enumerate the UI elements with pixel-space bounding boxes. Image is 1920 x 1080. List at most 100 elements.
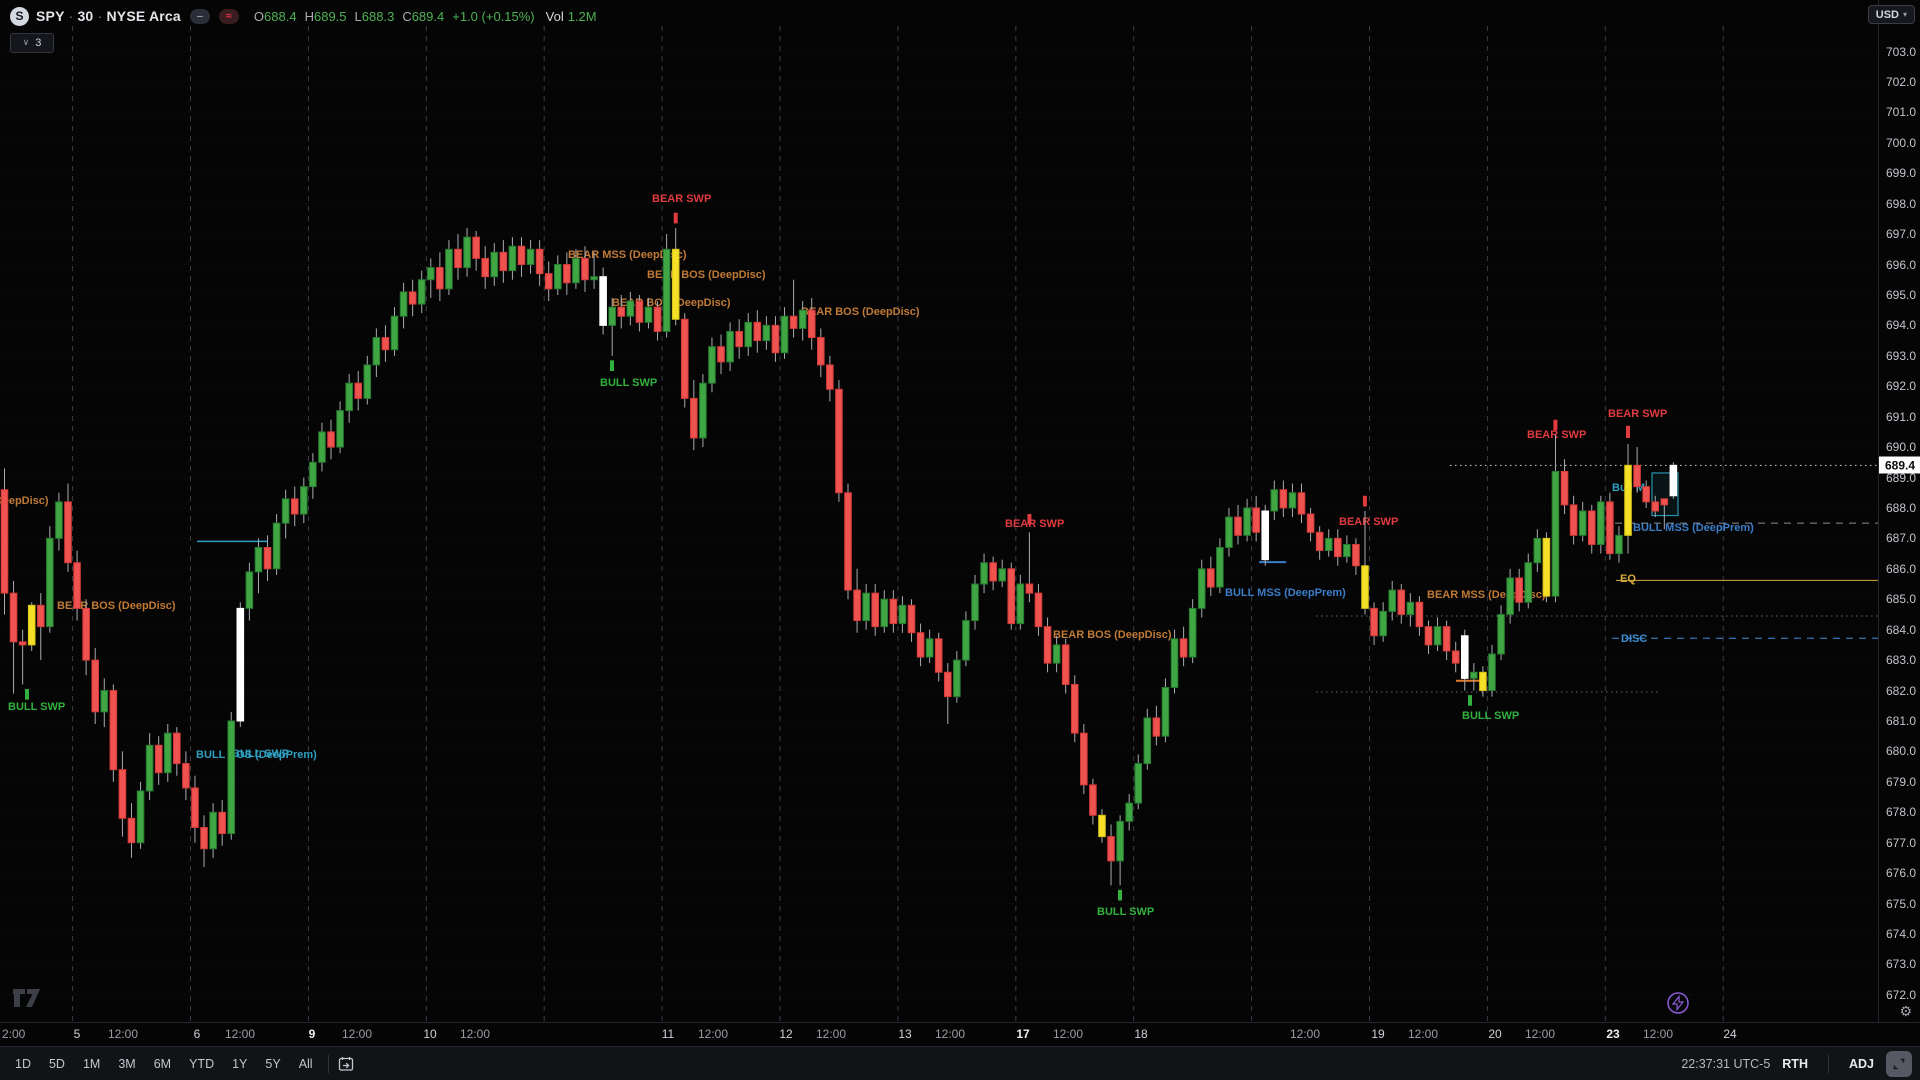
indicator-labels: BEAR MSS (DeepDisc) BEAR BOS (DeepDisc) BU…: [0, 193, 1754, 918]
go-to-date-button[interactable]: [337, 1055, 355, 1073]
currency-button[interactable]: USD ▾: [1867, 5, 1915, 24]
gear-icon[interactable]: ⚙: [1899, 1004, 1912, 1020]
svg-text:BULL SWP: BULL SWP: [1462, 710, 1519, 722]
chart-canvas[interactable]: BEAR MSS (DeepDisc) BEAR BOS (DeepDisc) BU…: [0, 0, 1878, 1022]
time-axis-label: 12:00: [459, 1027, 491, 1041]
range-button-5y[interactable]: 5Y: [265, 1056, 281, 1071]
price-axis-label: 700.0: [1886, 135, 1917, 150]
quick-action-button[interactable]: [1666, 991, 1690, 1020]
candles: [0, 227, 1678, 886]
time-axis-label: 12:00: [341, 1027, 373, 1041]
svg-text:BEAR SWP: BEAR SWP: [1339, 516, 1398, 528]
session-break-lines: [72, 26, 1724, 1022]
range-button-3m[interactable]: 3M: [118, 1056, 136, 1071]
symbol-header: S SPY · 30 · NYSE Arca – ≈ O688.4 H689.5…: [10, 5, 597, 27]
divider: [1827, 1054, 1829, 1073]
price-axis[interactable]: 689.4 ⚙ 703.0 702.0 701.0 700.0 699.0 698.0 69…: [1878, 0, 1920, 1022]
date-range-switcher: 1D 5D 1M 3M 6M YTD 1Y 5Y All: [0, 1053, 320, 1075]
time-axis-label: 13: [898, 1027, 912, 1041]
separator: ·: [97, 8, 103, 24]
time-axis-label: 5: [73, 1027, 81, 1041]
svg-text:EQ: EQ: [1620, 573, 1636, 585]
range-button-6m[interactable]: 6M: [153, 1056, 172, 1071]
volume-key: Vol: [545, 8, 564, 24]
time-axis-label: 12:00: [224, 1027, 256, 1041]
bottom-toolbar: 1D 5D 1M 3M 6M YTD 1Y 5Y All 22:37:31 UTC-5 RTH …: [0, 1046, 1920, 1080]
time-axis-label: 12:00: [1524, 1027, 1556, 1041]
time-axis-label: 23: [1606, 1027, 1620, 1041]
price-axis-label: 673.0: [1886, 957, 1917, 972]
high-key: H: [304, 8, 314, 24]
time-axis-label: 12:00: [1289, 1027, 1321, 1041]
toolbar-right-group: 22:37:31 UTC-5 RTH ADJ: [1681, 1050, 1920, 1077]
price-axis-label: 701.0: [1886, 105, 1917, 120]
svg-text:BULL SWP: BULL SWP: [8, 701, 65, 713]
time-axis-label: 12:00: [934, 1027, 966, 1041]
time-axis-label: 11: [661, 1027, 675, 1041]
range-button-ytd[interactable]: YTD: [189, 1056, 215, 1071]
svg-text:BEAR SWP: BEAR SWP: [1527, 429, 1586, 441]
session-toggle[interactable]: RTH: [1782, 1056, 1808, 1071]
time-axis-label: 12: [779, 1027, 793, 1041]
range-button-5d[interactable]: 5D: [48, 1056, 65, 1071]
close-value: 689.4: [411, 8, 445, 24]
change-value: +1.0 (+0.15%): [452, 8, 535, 24]
volume-readout: Vol 1.2M: [546, 9, 597, 24]
indicators-collapsed-button[interactable]: ∨ 3: [10, 33, 54, 53]
svg-text:BEAR SWP: BEAR SWP: [1608, 408, 1667, 420]
price-axis-label: 691.0: [1886, 409, 1917, 424]
volume-value: 1.2M: [567, 8, 597, 24]
svg-text:BULL SWP: BULL SWP: [1097, 906, 1154, 918]
price-axis-label: 681.0: [1886, 713, 1917, 728]
market-status-icon[interactable]: –: [189, 8, 210, 24]
high-value: 689.5: [313, 8, 347, 24]
svg-text:BEAR BOS (DeepDisc): BEAR BOS (DeepDisc): [1053, 629, 1172, 641]
svg-text:BULL BOS (DeepPrem): BULL BOS (DeepPrem): [196, 749, 317, 761]
range-button-all[interactable]: All: [298, 1056, 313, 1071]
symbol-title[interactable]: SPY · 30 · NYSE Arca: [36, 8, 181, 24]
expand-corners-icon: [1893, 1058, 1905, 1069]
price-axis-label: 698.0: [1886, 196, 1917, 211]
currency-label: USD: [1875, 8, 1899, 21]
symbol-name: SPY: [36, 8, 65, 24]
price-axis-label: 684.0: [1886, 622, 1917, 637]
price-axis-label: 676.0: [1886, 866, 1917, 881]
price-axis-label: 699.0: [1886, 166, 1917, 181]
chevron-down-icon: ▾: [1902, 10, 1907, 19]
divider: [327, 1054, 329, 1073]
price-axis-label: 683.0: [1886, 653, 1917, 668]
svg-text:BEAR SWP: BEAR SWP: [1005, 518, 1064, 530]
time-axis-label: 12:00: [1407, 1027, 1439, 1041]
price-axis-label: 678.0: [1886, 805, 1917, 820]
tradingview-logo[interactable]: [12, 986, 46, 1015]
range-button-1d[interactable]: 1D: [15, 1056, 31, 1071]
time-axis[interactable]: 2:00 5 12:00 6 12:00 9 12:00 10 12:00 11 12:00 12 12…: [0, 1022, 1920, 1046]
svg-text:BEAR SWP: BEAR SWP: [652, 193, 711, 205]
clock-label[interactable]: 22:37:31 UTC-5: [1681, 1056, 1771, 1071]
range-button-1m[interactable]: 1M: [82, 1056, 101, 1071]
maximize-button[interactable]: [1886, 1050, 1912, 1077]
close-key: C: [402, 8, 412, 24]
svg-text:BULL MSS (DeepPrem): BULL MSS (DeepPrem): [1225, 587, 1346, 599]
last-price-label: 689.4: [1879, 456, 1920, 474]
range-button-1y[interactable]: 1Y: [232, 1056, 248, 1071]
price-axis-label: 682.0: [1886, 683, 1917, 698]
price-axis-label: 687.0: [1886, 531, 1917, 546]
delayed-data-icon[interactable]: ≈: [218, 8, 239, 24]
time-axis-label: 20: [1488, 1027, 1502, 1041]
chevron-down-icon: ∨: [22, 38, 30, 48]
time-axis-label: 10: [423, 1027, 437, 1041]
open-value: 688.4: [264, 8, 297, 24]
svg-text:BULL SWP: BULL SWP: [600, 377, 657, 389]
price-axis-label: 672.0: [1886, 987, 1917, 1002]
tradingview-logo-icon: [13, 989, 40, 1007]
adjusted-toggle[interactable]: ADJ: [1848, 1056, 1874, 1071]
price-axis-label: 688.0: [1886, 500, 1917, 515]
time-axis-label: 24: [1723, 1027, 1737, 1041]
symbol-logo[interactable]: S: [10, 6, 29, 26]
time-axis-label: 18: [1134, 1027, 1148, 1041]
open-key: O: [253, 8, 265, 24]
grid-horizontal: [0, 51, 1878, 996]
time-axis-label: 17: [1016, 1027, 1030, 1041]
time-axis-label: 12:00: [815, 1027, 847, 1041]
